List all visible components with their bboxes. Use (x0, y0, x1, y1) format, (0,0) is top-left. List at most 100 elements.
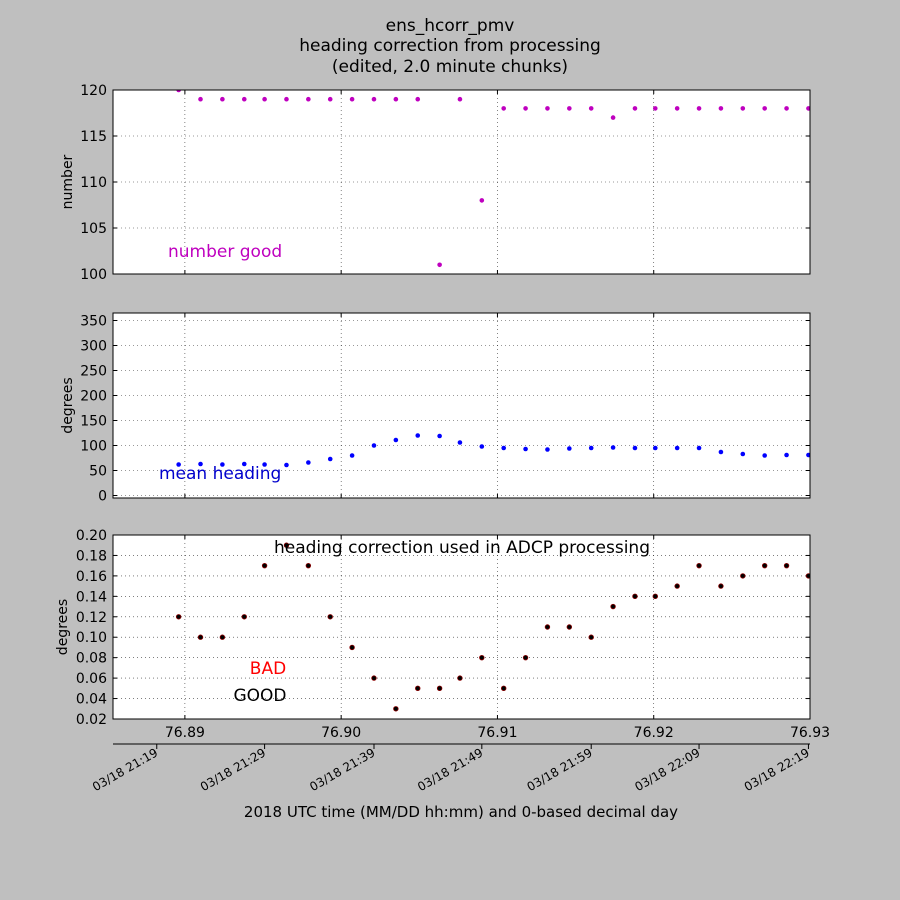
data-point (393, 437, 399, 443)
data-point (262, 96, 267, 102)
data-point (696, 106, 702, 111)
y-tick-label: 120 (80, 83, 107, 99)
data-point (610, 603, 616, 610)
data-point (305, 562, 312, 569)
axes-frame (112, 89, 811, 275)
y-tick-label: 0.02 (76, 712, 107, 728)
data-point (696, 445, 702, 451)
data-point (261, 562, 268, 569)
figure-title: ens_hcorr_pmv heading correction from pr… (299, 16, 601, 77)
data-point (588, 106, 594, 111)
data-point (327, 96, 333, 102)
data-point (436, 685, 443, 692)
data-point (262, 462, 267, 467)
data-point (457, 96, 463, 102)
y-tick-label: 0.12 (76, 610, 107, 626)
data-point (437, 262, 442, 268)
data-point (415, 96, 421, 102)
data-point (674, 445, 680, 451)
data-point (784, 106, 789, 111)
data-point (479, 654, 485, 661)
y-tick-label: 100 (80, 267, 107, 283)
data-point (544, 624, 551, 630)
number-good-panel: 100 105 110 115 120 number number good (60, 83, 811, 283)
data-point (393, 706, 399, 712)
y-tick-label: 100 (80, 439, 107, 455)
time-tick-label: 03/18 21:19 (90, 745, 160, 794)
data-point (176, 462, 181, 467)
data-point (567, 446, 572, 451)
y-tick-label: 200 (80, 389, 107, 405)
axes-frame (112, 312, 811, 499)
data-point (371, 96, 377, 102)
data-point (327, 614, 333, 620)
data-points (176, 90, 810, 268)
data-point (241, 461, 247, 467)
data-point (393, 96, 399, 102)
data-point (784, 452, 789, 458)
data-point (327, 456, 333, 462)
time-tick-label: 03/18 21:39 (307, 745, 377, 794)
data-point (674, 583, 680, 589)
data-point (219, 634, 226, 640)
data-point (306, 460, 311, 465)
y-tick-label: 0.20 (76, 528, 107, 544)
data-point (220, 462, 225, 467)
data-point (501, 106, 506, 111)
y-tick-label: 300 (80, 339, 107, 355)
data-point (457, 675, 463, 681)
data-point (632, 106, 638, 111)
annotation-number-good: number good (168, 242, 282, 262)
time-tick-label: 03/18 22:19 (742, 745, 812, 794)
x-tick-label: 76.89 (165, 725, 205, 741)
data-point (284, 96, 289, 102)
data-point (783, 562, 790, 569)
data-point (762, 453, 767, 458)
data-point (740, 451, 746, 457)
data-point (437, 433, 442, 439)
time-tick-label: 03/18 21:49 (415, 745, 485, 794)
data-point (198, 461, 203, 467)
x-tick-label: 76.91 (477, 725, 517, 741)
data-point (415, 685, 421, 692)
time-tick-label: 03/18 21:29 (198, 745, 268, 794)
data-point (632, 593, 638, 600)
title-line-3: (edited, 2.0 minute chunks) (332, 57, 568, 77)
y-tick-label: 0.08 (76, 651, 107, 667)
data-point (652, 593, 658, 600)
data-point (371, 675, 377, 681)
data-points (176, 433, 810, 468)
data-point (674, 106, 680, 111)
y-axis-label: degrees (55, 599, 71, 655)
panel-title: heading correction used in ADCP processi… (274, 538, 650, 558)
x-tick-label: 76.90 (321, 725, 361, 741)
data-point (479, 444, 485, 449)
data-point (241, 614, 247, 620)
data-point (198, 96, 203, 102)
y-tick-label: 0.16 (76, 569, 107, 585)
data-point (718, 106, 724, 111)
data-point (306, 96, 311, 102)
x-axis-label: 2018 UTC time (MM/DD hh:mm) and 0-based … (244, 803, 678, 821)
data-point (415, 433, 421, 438)
data-point (610, 445, 616, 450)
data-point (588, 634, 594, 640)
data-point (176, 90, 181, 93)
y-tick-label: 105 (80, 221, 107, 237)
data-point (500, 685, 507, 692)
data-point (523, 446, 528, 452)
data-point (740, 106, 746, 111)
data-point (283, 542, 290, 548)
y-tick-label: 0 (98, 489, 107, 505)
y-tick-label: 115 (80, 129, 107, 145)
data-point (457, 440, 463, 445)
plot-area (113, 535, 810, 719)
time-tick-label: 03/18 21:59 (525, 745, 595, 794)
data-point (284, 462, 289, 468)
data-point (632, 445, 638, 451)
y-tick-label: 0.04 (76, 692, 107, 708)
data-points (175, 542, 810, 712)
data-point (652, 445, 658, 451)
data-point (718, 449, 724, 455)
